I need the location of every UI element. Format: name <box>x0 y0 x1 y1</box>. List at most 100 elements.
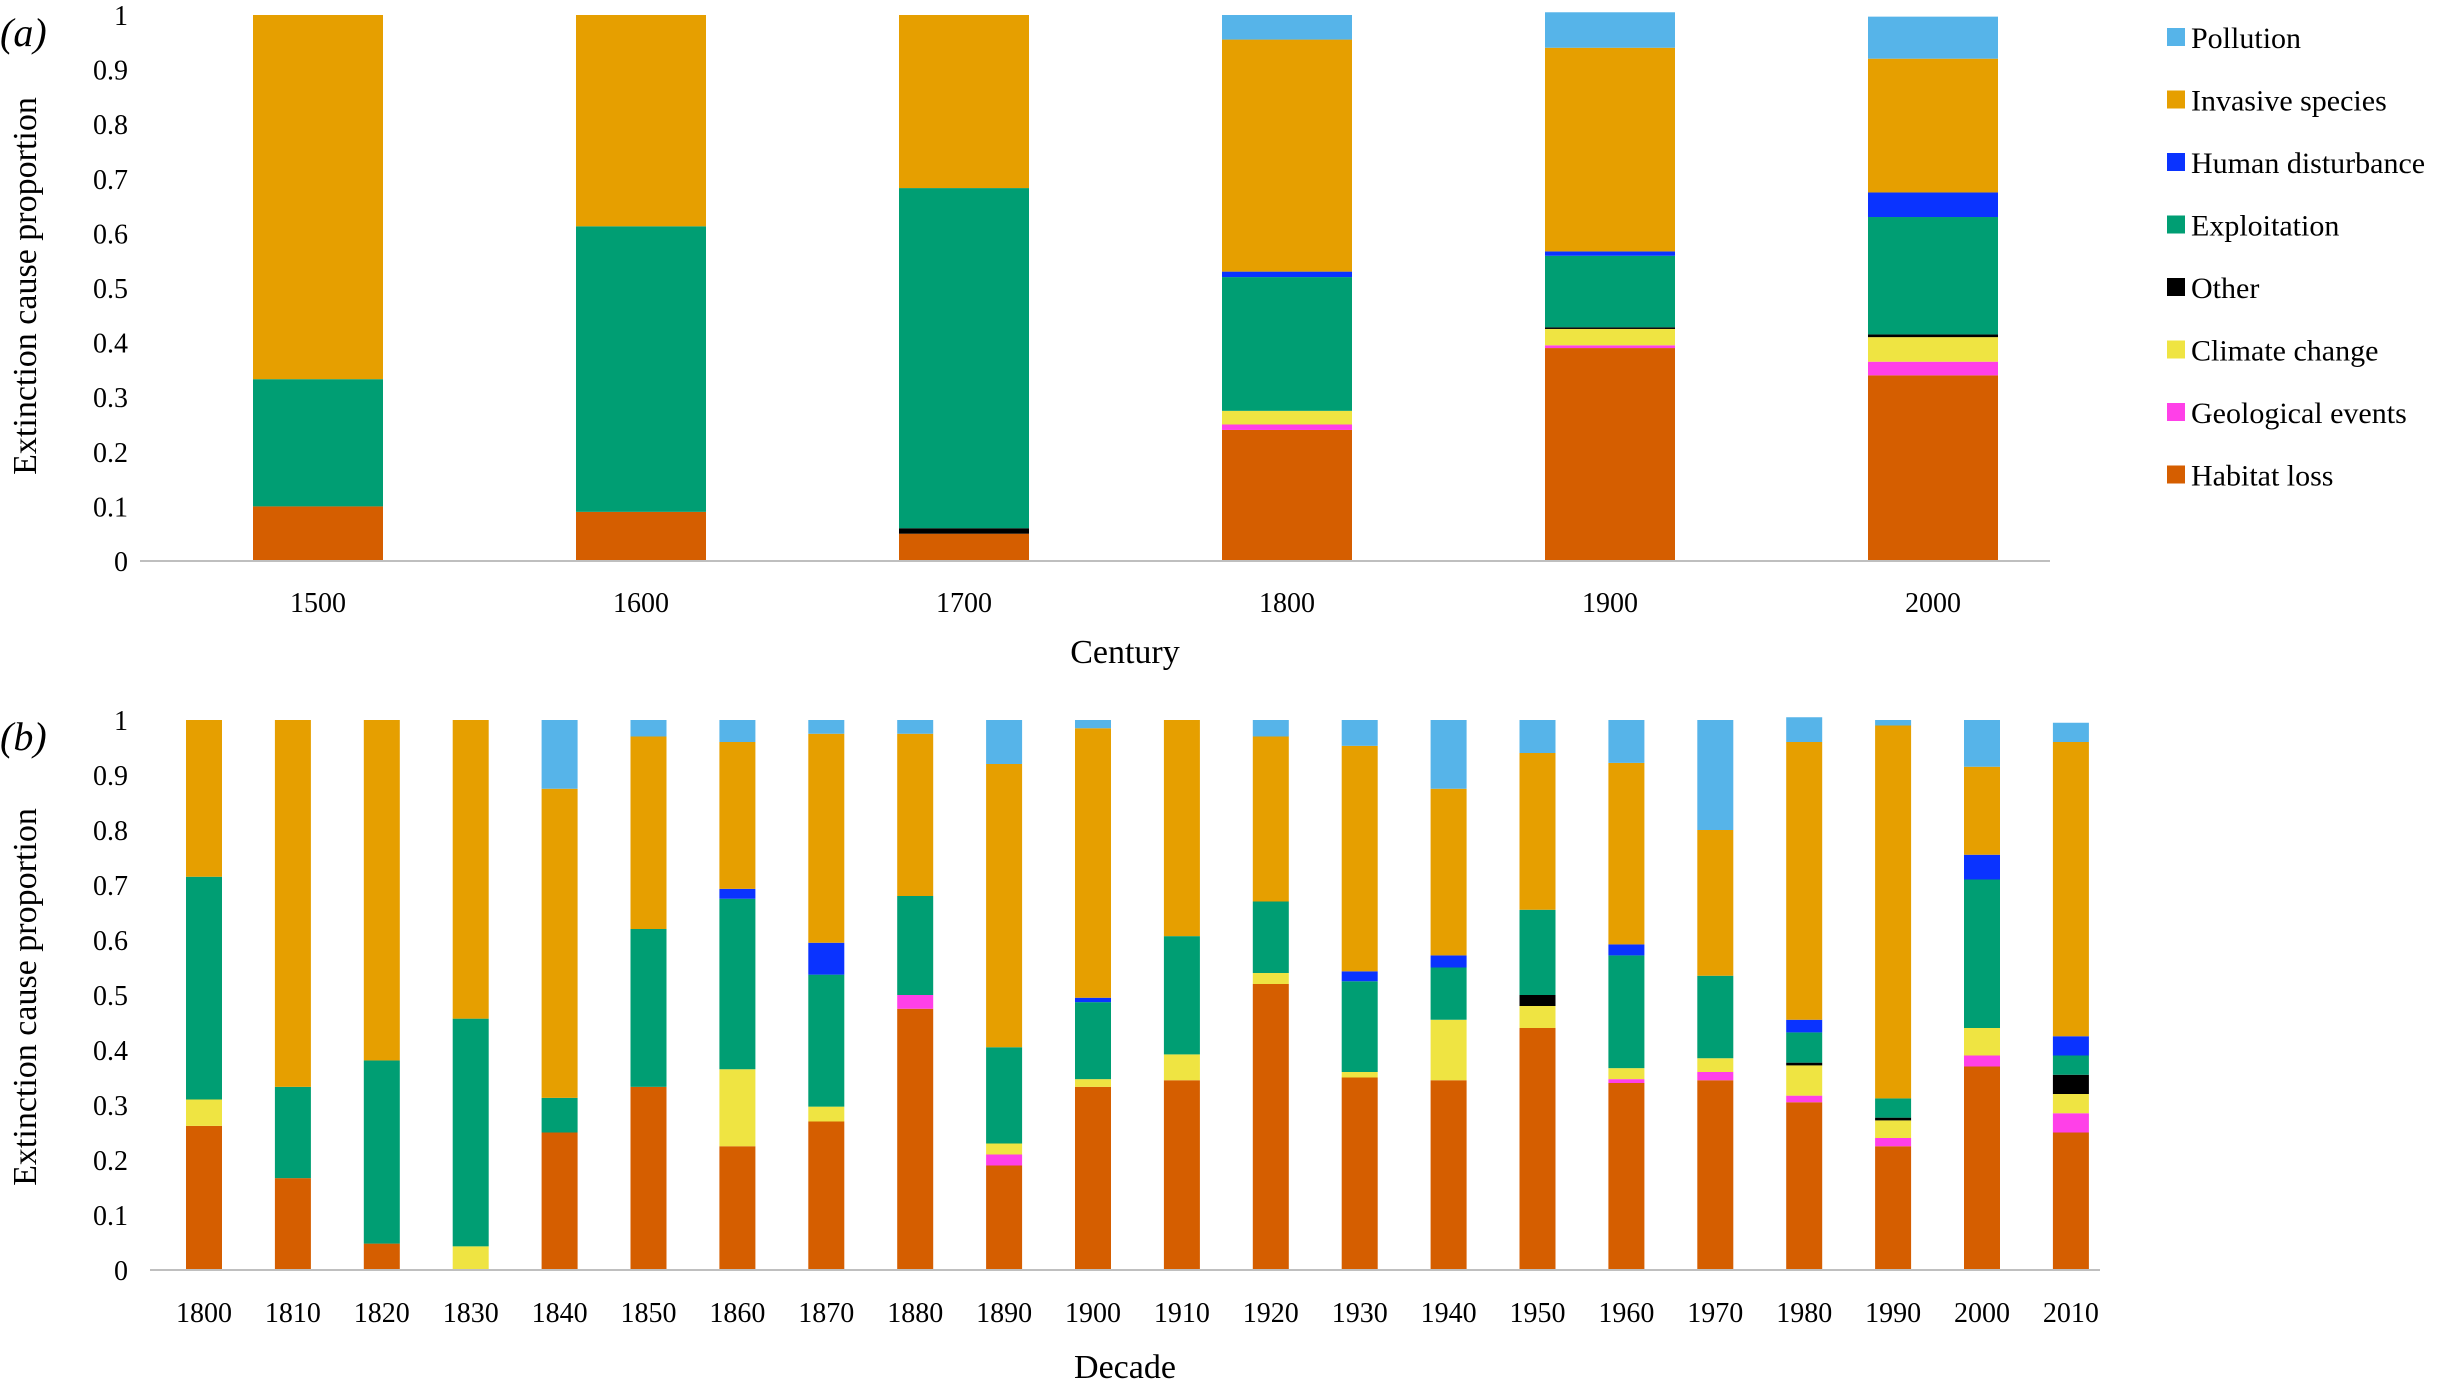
panel-b-bar-segment <box>1697 1072 1734 1081</box>
panel-b-bar-segment <box>1875 1117 1912 1121</box>
panel-a-y-tick-label: 0.8 <box>93 110 128 141</box>
panel-b-bar-segment <box>274 1178 311 1270</box>
panel-b-bar-segment <box>986 720 1023 764</box>
panel-b-bar-segment <box>1964 766 2000 855</box>
panel-b-bar-segment <box>452 1018 489 1247</box>
panel-b-bar-segment <box>1964 1055 2000 1067</box>
panel-b-x-tick-label: 1830 <box>443 1298 499 1329</box>
panel-b-bar-segment <box>808 942 845 975</box>
panel-b-bar-segment <box>986 1143 1023 1155</box>
panel-b-bar-segment <box>2052 742 2089 1037</box>
panel-b-bar-segment <box>1697 1058 1734 1072</box>
panel-b-bar-segment <box>1608 1079 1645 1083</box>
panel-b-x-tick-label: 1930 <box>1332 1298 1388 1329</box>
panel-b-x-tick-label: 2010 <box>2043 1298 2099 1329</box>
panel-b-x-tick-label: 1850 <box>621 1298 677 1329</box>
panel-b-bar-segment <box>1608 944 1645 956</box>
panel-b-bar-segment <box>1875 725 1912 1099</box>
panel-a-bar-segment <box>1545 345 1675 349</box>
panel-b-bar-segment <box>1430 1019 1467 1081</box>
panel-b-bar-segment <box>541 1132 578 1270</box>
panel-b-y-tick-label: 0.8 <box>93 816 128 847</box>
panel-b-x-tick-label: 1870 <box>798 1298 854 1329</box>
panel-b-bar-segment <box>986 1154 1023 1166</box>
panel-b-bar-segment <box>897 720 934 734</box>
panel-a-y-tick-label: 1 <box>114 1 128 32</box>
panel-b-y-tick-label: 0 <box>114 1256 128 1287</box>
panel-b-bar-segment <box>1786 1065 1823 1096</box>
panel-b-bar-segment <box>186 1099 222 1126</box>
panel-b-bar-segment <box>1608 1068 1645 1080</box>
panel-a-bar-segment <box>1868 58 1998 193</box>
panel-a-bar-segment <box>576 511 706 561</box>
panel-b-bar-segment <box>1075 720 1111 729</box>
panel-b-bar-segment <box>1786 1019 1823 1033</box>
panel-b-bar-segment <box>808 974 845 1107</box>
legend-swatch <box>2167 90 2185 109</box>
panel-b-x-tick-label: 1960 <box>1598 1298 1654 1329</box>
panel-b-bar-segment <box>897 995 934 1009</box>
panel-b-bar-segment <box>1519 1006 1556 1028</box>
panel-a-bar-segment <box>1545 251 1675 256</box>
legend-swatch <box>2167 153 2185 171</box>
panel-b-bar-segment <box>1341 1077 1378 1270</box>
panel-a-bar-segment <box>1868 361 1998 376</box>
panel-b-x-tick-label: 1970 <box>1687 1298 1743 1329</box>
panel-b-bar-segment <box>274 1086 311 1179</box>
legend-swatch <box>2167 28 2185 46</box>
panel-a-bar-segment <box>1222 39 1352 272</box>
panel-a-x-axis-title: Century <box>1070 634 1180 671</box>
panel-b-bar-segment <box>1608 762 1645 945</box>
panel-b-chart: (b) 00.10.20.30.40.50.60.70.80.91 1800 18… <box>0 706 2100 1386</box>
panel-b-bar-segment <box>1075 997 1111 1003</box>
panel-b-y-tick-label: 0.1 <box>93 1201 128 1232</box>
panel-b-bar-segment <box>2052 1113 2089 1133</box>
panel-b-bar-segment <box>1252 901 1289 973</box>
panel-a-bar-segment <box>1868 16 1998 59</box>
panel-a-bar-segment <box>1222 271 1352 278</box>
panel-b-y-tick-label: 0.5 <box>93 981 128 1012</box>
panel-b-x-ticks: 1800 1810 1820 1830 1840 1850 1860 1870 1880 1890… <box>176 1298 2099 1329</box>
panel-b-bar-segment <box>1964 1028 2000 1056</box>
panel-b-bar-segment <box>1075 728 1111 998</box>
panel-b-bar-segment <box>1786 742 1823 1020</box>
panel-b-bar-segment <box>1697 830 1734 976</box>
panel-b-bar-segment <box>1430 720 1467 789</box>
panel-a-bar-segment <box>899 188 1029 529</box>
panel-a-bar-segment <box>1545 348 1675 561</box>
panel-a-bar-segment <box>1222 410 1352 425</box>
panel-b-bar-segment <box>1163 1054 1200 1081</box>
panel-a-bar-segment <box>253 15 383 380</box>
panel-a-bar-segment <box>1545 47 1675 252</box>
panel-a-bar-segment <box>1545 12 1675 48</box>
panel-b-bar-segment <box>2052 1036 2089 1056</box>
panel-b-bar-segment <box>541 788 578 1098</box>
legend-label: Pollution <box>2191 22 2301 55</box>
panel-a-bar-segment <box>1868 337 1998 362</box>
panel-b-bar-segment <box>1252 984 1289 1270</box>
panel-b-x-tick-label: 1980 <box>1776 1298 1832 1329</box>
panel-b-bar-segment <box>1697 720 1734 830</box>
panel-b-x-tick-label: 1920 <box>1243 1298 1299 1329</box>
panel-b-bar-segment <box>1875 1120 1912 1138</box>
legend-swatch <box>2167 403 2185 421</box>
panel-a-x-tick-label: 1900 <box>1582 588 1638 619</box>
panel-b-y-tick-label: 0.3 <box>93 1091 128 1122</box>
panel-b-bar-segment <box>808 720 845 734</box>
panel-b-bar-segment <box>1341 1072 1378 1078</box>
legend-swatch <box>2167 215 2185 234</box>
panel-b-bar-segment <box>1964 1066 2000 1270</box>
panel-a-y-tick-label: 0.9 <box>93 56 128 87</box>
panel-b-bar-segment <box>808 1121 845 1270</box>
panel-b-bar-segment <box>1075 1079 1111 1087</box>
panel-b-bar-segment <box>1163 1080 1200 1270</box>
panel-b-x-tick-label: 1820 <box>354 1298 410 1329</box>
panel-b-bar-segment <box>897 733 934 896</box>
panel-b-bar-segment <box>630 929 667 1087</box>
panel-a-bar-segment <box>1222 277 1352 411</box>
panel-b-bar-segment <box>541 720 578 789</box>
panel-b-bar-segment <box>986 1165 1023 1270</box>
panel-b-y-ticks: 0 0.1 0.2 0.3 0.4 0.5 0.6 0.7 0.8 0.9 1 <box>93 706 128 1287</box>
panel-a-bar-segment <box>1545 327 1675 329</box>
panel-b-x-tick-label: 1880 <box>887 1298 943 1329</box>
